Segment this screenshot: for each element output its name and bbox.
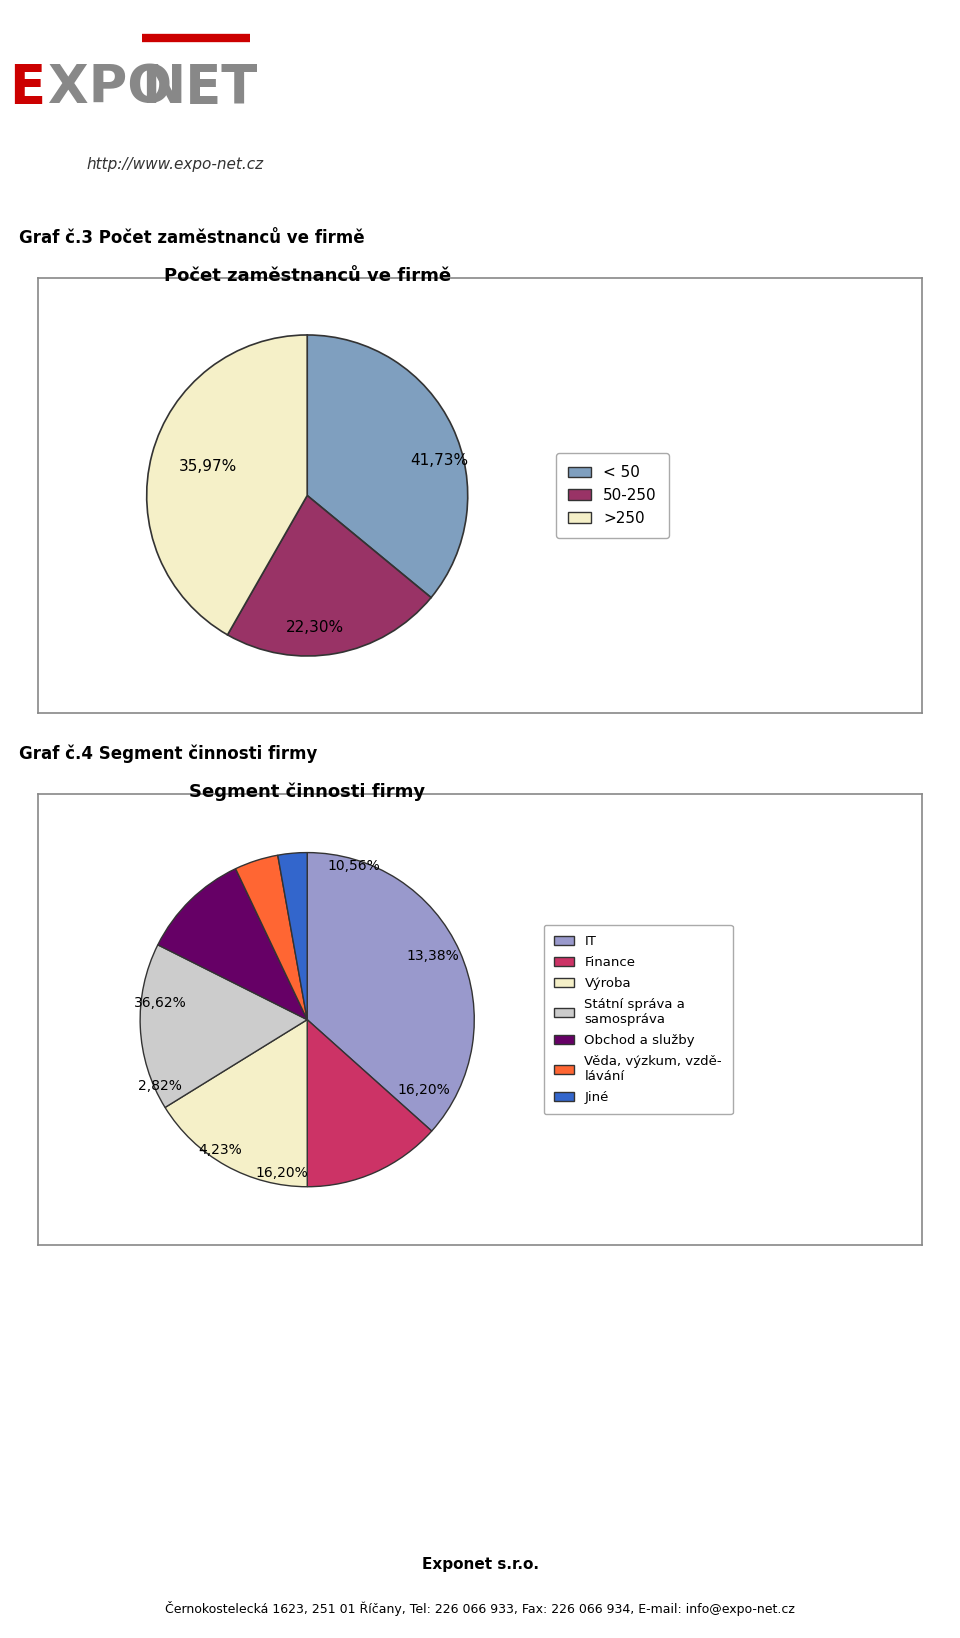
Wedge shape [307,1019,432,1186]
Text: E: E [10,62,46,115]
Text: 16,20%: 16,20% [397,1083,450,1097]
Text: 13,38%: 13,38% [406,948,459,963]
Wedge shape [228,496,431,655]
Text: Graf č.3 Počet zaměstnanců ve firmě: Graf č.3 Počet zaměstnanců ve firmě [19,229,365,246]
Wedge shape [157,868,307,1019]
Wedge shape [307,336,468,598]
Text: 16,20%: 16,20% [255,1166,308,1181]
Text: http://www.expo-net.cz: http://www.expo-net.cz [86,157,264,172]
Text: Graf č.4 Segment činnosti firmy: Graf č.4 Segment činnosti firmy [19,744,318,763]
Title: Počet zaměstnanců ve firmě: Počet zaměstnanců ve firmě [163,267,451,285]
Text: Černokostelecká 1623, 251 01 Říčany, Tel: 226 066 933, Fax: 226 066 934, E-mail:: Černokostelecká 1623, 251 01 Říčany, Tel… [165,1600,795,1617]
Title: Segment činnosti firmy: Segment činnosti firmy [189,783,425,801]
Legend: < 50, 50-250, >250: < 50, 50-250, >250 [556,454,669,537]
Text: 35,97%: 35,97% [179,459,237,473]
Wedge shape [140,945,307,1107]
Legend: IT, Finance, Výroba, Státní správa a
samospráva, Obchod a služby, Věda, výzkum, : IT, Finance, Výroba, Státní správa a sam… [543,925,732,1114]
Text: NET: NET [142,62,258,115]
Wedge shape [307,852,474,1132]
Wedge shape [147,336,307,636]
Text: 10,56%: 10,56% [327,858,380,873]
Wedge shape [277,852,307,1019]
Text: 4,23%: 4,23% [199,1143,242,1156]
Text: Exponet s.r.o.: Exponet s.r.o. [421,1556,539,1572]
Text: 41,73%: 41,73% [410,452,468,468]
Text: 22,30%: 22,30% [286,619,345,634]
Text: 2,82%: 2,82% [138,1079,182,1094]
Wedge shape [235,855,307,1019]
Text: 36,62%: 36,62% [133,996,186,1011]
Text: XPO: XPO [48,62,172,115]
Wedge shape [165,1019,307,1186]
